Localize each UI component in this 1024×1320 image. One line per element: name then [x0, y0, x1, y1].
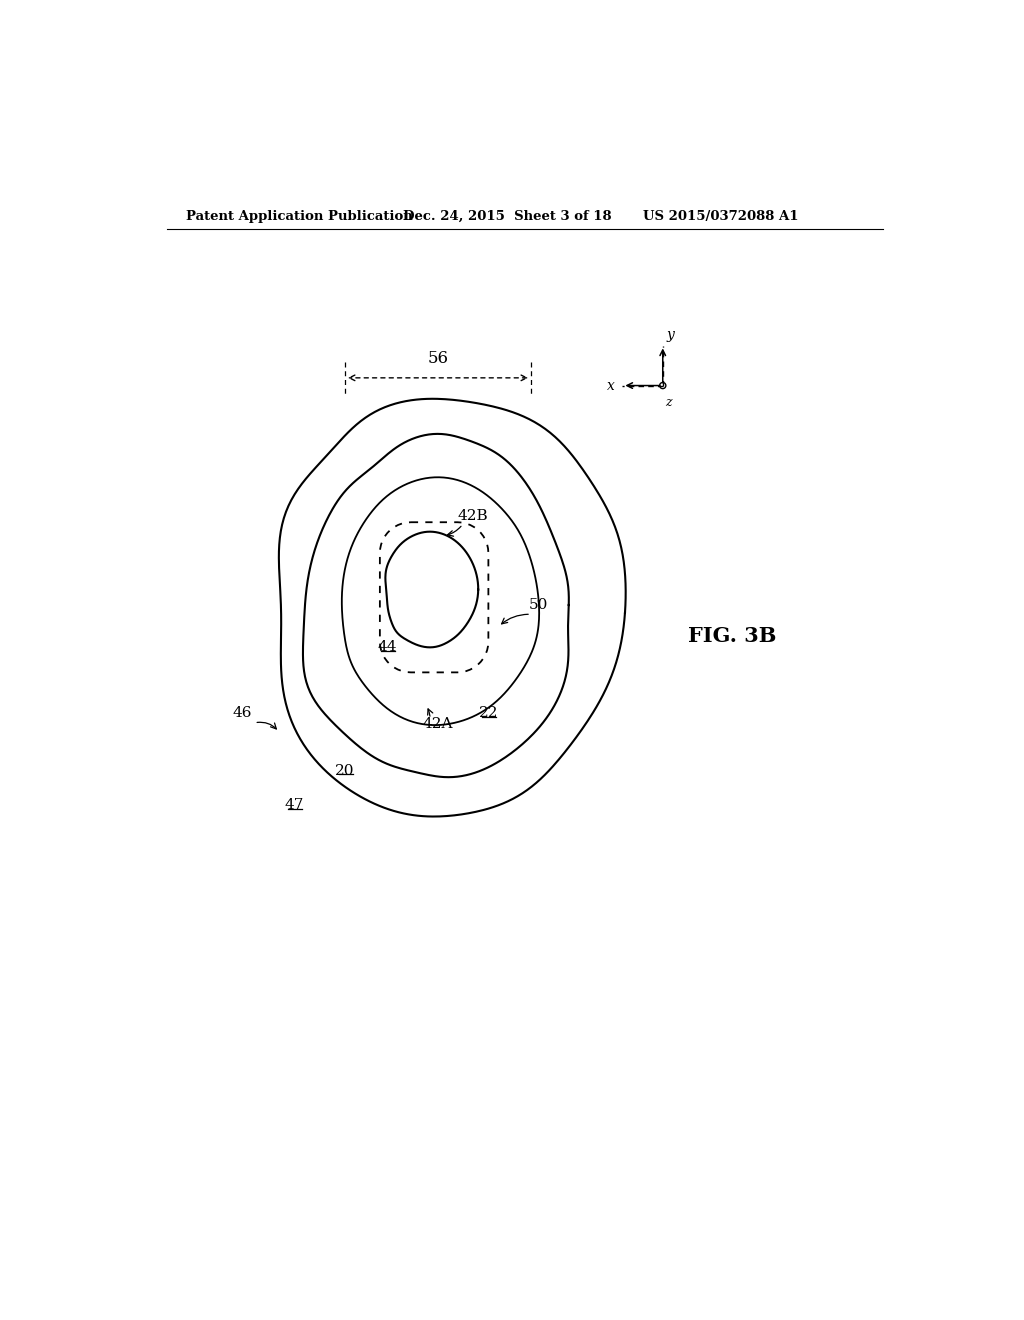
Text: 42A: 42A — [423, 717, 454, 731]
Text: Dec. 24, 2015  Sheet 3 of 18: Dec. 24, 2015 Sheet 3 of 18 — [403, 210, 611, 223]
Text: 47: 47 — [285, 799, 304, 812]
Text: 22: 22 — [478, 706, 498, 719]
Text: US 2015/0372088 A1: US 2015/0372088 A1 — [643, 210, 799, 223]
Text: 50: 50 — [529, 598, 549, 612]
Text: 44: 44 — [378, 640, 397, 655]
Text: 56: 56 — [427, 350, 449, 367]
Text: Patent Application Publication: Patent Application Publication — [186, 210, 413, 223]
Text: FIG. 3B: FIG. 3B — [688, 626, 776, 645]
Text: x: x — [607, 379, 614, 393]
Text: 46: 46 — [232, 706, 253, 719]
Text: 42B: 42B — [458, 510, 488, 524]
Text: y: y — [667, 327, 675, 342]
Text: 20: 20 — [335, 763, 354, 777]
Text: z: z — [665, 396, 672, 409]
